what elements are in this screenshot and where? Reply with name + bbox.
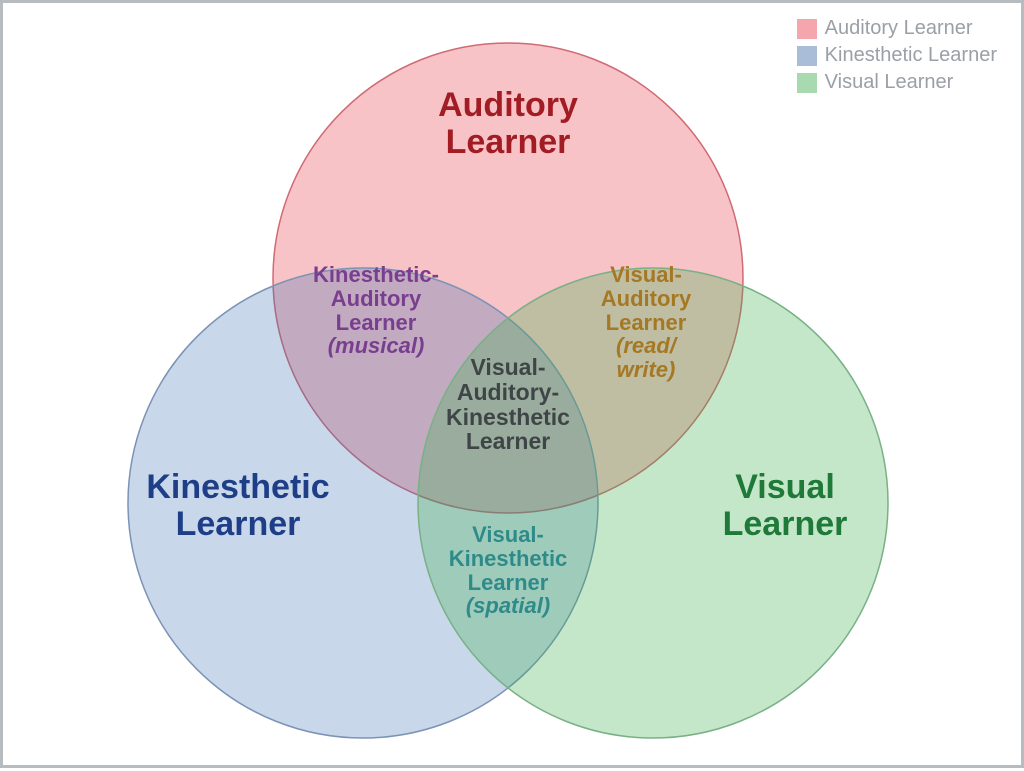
label-kin-aud-line3: Learner xyxy=(336,310,417,335)
label-vis-aud-note: (read/write) xyxy=(616,333,676,382)
label-visual-line2: Learner xyxy=(723,505,848,543)
diagram-frame: Auditory Learner Kinesthetic Learner Vis… xyxy=(0,0,1024,768)
label-kin-aud-line2: Auditory xyxy=(331,286,421,311)
label-vis-kin-note: (spatial) xyxy=(466,593,550,618)
label-vis-aud-line1: Visual- xyxy=(610,262,682,287)
label-center: Visual- Auditory- Kinesthetic Learner xyxy=(408,355,608,454)
label-vis-aud-line2: Auditory xyxy=(601,286,691,311)
label-vis-kin-line2: Kinesthetic xyxy=(449,546,568,571)
label-vis-kin-line3: Learner xyxy=(468,570,549,595)
label-center-line4: Learner xyxy=(466,428,550,454)
label-vis-kin: Visual- Kinesthetic Learner (spatial) xyxy=(408,523,608,618)
label-auditory: Auditory Learner xyxy=(358,87,658,160)
label-auditory-line1: Auditory xyxy=(438,86,578,124)
label-kinesthetic-line1: Kinesthetic xyxy=(146,468,329,506)
label-center-line2: Auditory- xyxy=(457,379,559,405)
label-center-line3: Kinesthetic xyxy=(446,404,570,430)
label-vis-kin-line1: Visual- xyxy=(472,522,544,547)
label-kinesthetic-line2: Learner xyxy=(176,505,301,543)
label-center-line1: Visual- xyxy=(471,354,546,380)
label-visual-line1: Visual xyxy=(735,468,835,506)
label-kin-aud: Kinesthetic- Auditory Learner (musical) xyxy=(276,263,476,358)
label-visual: Visual Learner xyxy=(635,469,935,542)
label-kinesthetic: Kinesthetic Learner xyxy=(88,469,388,542)
label-auditory-line2: Learner xyxy=(446,123,571,161)
label-vis-aud-line3: Learner xyxy=(606,310,687,335)
label-kin-aud-line1: Kinesthetic- xyxy=(313,262,439,287)
